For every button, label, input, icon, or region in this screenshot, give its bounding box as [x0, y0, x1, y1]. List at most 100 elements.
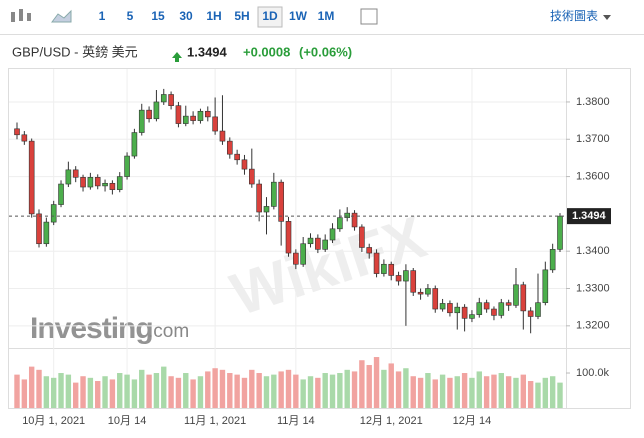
volume-bar	[498, 373, 504, 408]
volume-bar	[256, 373, 262, 408]
volume-bar	[241, 377, 248, 408]
interval[interactable]: 5H	[234, 9, 249, 23]
interval[interactable]: 5	[127, 9, 134, 23]
volume-bar	[527, 381, 534, 408]
volume-bar	[271, 374, 277, 408]
volume-bar	[28, 366, 35, 408]
volume-bar	[131, 379, 138, 408]
y-tick-label: 1.3300	[576, 282, 610, 294]
volume-bar	[432, 379, 438, 408]
volume-bar	[469, 377, 475, 408]
candle-body	[153, 101, 160, 120]
volume-bar	[329, 374, 336, 408]
candle-body	[469, 314, 475, 319]
y-tick-label: 1.3200	[576, 320, 610, 332]
volume-bar	[344, 369, 350, 408]
volume-bar	[139, 369, 145, 408]
volume-bar	[483, 376, 490, 408]
candle-body	[278, 181, 284, 222]
x-tick-label: 10月 1, 2021	[22, 415, 85, 427]
candle-body	[315, 237, 321, 250]
table-icon[interactable]	[360, 8, 378, 25]
volume-bar	[476, 371, 482, 408]
interval[interactable]: 1	[99, 9, 106, 23]
dropdown-arrow[interactable]	[603, 15, 611, 20]
candle-body	[337, 217, 343, 230]
candle-body	[160, 94, 167, 103]
change-pct: (+0.06%)	[299, 44, 352, 59]
logo: Investing	[30, 312, 153, 345]
candle-body	[557, 215, 563, 250]
volume-bar	[234, 374, 240, 408]
y-tick-label: 1.3400	[576, 245, 610, 257]
volume-bar	[542, 377, 549, 408]
x-tick-label: 11月 14	[277, 415, 315, 427]
candle-body	[344, 212, 351, 218]
interval[interactable]: 1D	[262, 9, 278, 23]
candle-body	[527, 310, 534, 317]
change: +0.0008	[243, 44, 290, 59]
panel-border	[8, 68, 631, 409]
candle-body	[197, 110, 204, 121]
volume-bar	[307, 376, 314, 408]
volume-bar	[183, 373, 189, 408]
volume-bar	[381, 369, 387, 408]
volume-bar	[300, 379, 306, 408]
volume-bar	[278, 371, 284, 408]
candle-body	[285, 221, 292, 254]
area-icon[interactable]	[51, 9, 72, 23]
candle-body	[36, 213, 42, 245]
tools-menu[interactable]: 技術圖表	[550, 9, 598, 23]
candle-body	[87, 177, 94, 188]
volume-bar	[513, 377, 519, 408]
volume-bar	[249, 369, 255, 408]
volume-bar	[73, 382, 79, 408]
interval[interactable]: 1M	[318, 9, 335, 23]
candle-body	[425, 288, 431, 295]
candle-body	[505, 302, 512, 306]
volume-bar	[373, 357, 380, 408]
volume-bar	[153, 373, 160, 408]
volume-bar	[95, 381, 101, 408]
candle-body	[403, 270, 409, 282]
candle-body	[542, 269, 549, 303]
symbol: GBP/USD - 英鎊 美元	[12, 44, 138, 59]
candle-body	[520, 284, 527, 312]
candle-body	[395, 275, 402, 282]
interval[interactable]: 15	[151, 9, 165, 23]
volume-bar	[359, 360, 365, 408]
volume-bar	[285, 369, 292, 408]
candle-body	[94, 177, 101, 187]
volume-bar	[447, 377, 453, 408]
x-tick-label: 10月 14	[108, 415, 147, 427]
candle-body	[146, 109, 152, 120]
active-interval	[257, 6, 283, 28]
candle-body	[432, 288, 439, 310]
x-tick-label: 12月 1, 2021	[360, 415, 423, 427]
volume-bar	[337, 373, 343, 408]
candle-body	[366, 247, 373, 254]
volume-bar	[161, 366, 167, 408]
candle-icon[interactable]	[11, 9, 31, 22]
candle-body	[381, 263, 387, 274]
logo-suffix: .com	[148, 321, 189, 342]
candle-body	[21, 134, 28, 142]
volume-bar	[410, 376, 416, 408]
candle-body	[219, 130, 226, 142]
interval[interactable]: 1W	[289, 9, 308, 23]
volume-bar	[50, 377, 57, 408]
interval[interactable]: 1H	[206, 9, 221, 23]
volume-bar	[388, 363, 394, 408]
candle-body	[256, 183, 262, 213]
volume-bar	[109, 379, 116, 408]
candle-body	[182, 115, 189, 124]
candle-body	[204, 110, 211, 118]
interval[interactable]: 30	[179, 9, 193, 23]
volume-bar	[520, 374, 527, 408]
volume-bar	[65, 374, 72, 408]
candle-body	[28, 140, 35, 215]
candle-body	[65, 169, 72, 185]
candle-body	[498, 302, 505, 316]
